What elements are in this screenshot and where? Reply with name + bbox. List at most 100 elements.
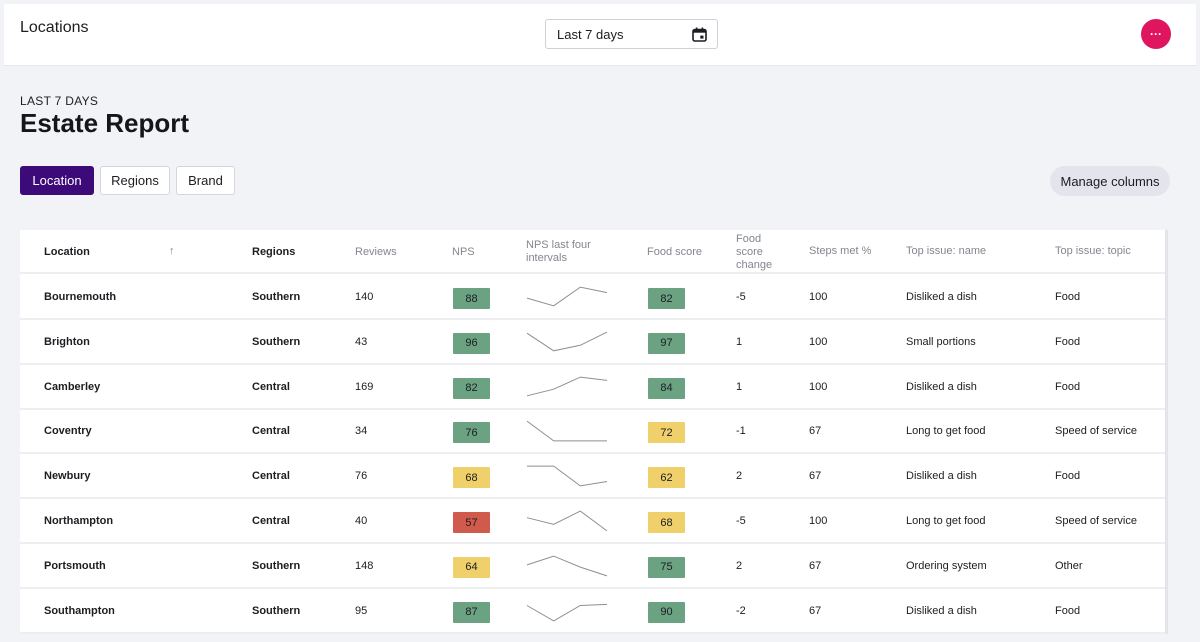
food-score-badge: 97 xyxy=(648,332,685,354)
table-row[interactable]: Northampton Central 40 57 68 -5 100 Long to get… xyxy=(20,500,1165,544)
reviews-count: 43 xyxy=(355,335,368,348)
page-heading: Estate Report xyxy=(20,108,190,138)
top-issue-name: Disliked a dish xyxy=(906,470,977,483)
steps-met-value: 100 xyxy=(809,291,828,303)
region-name: Central xyxy=(252,515,290,527)
table-row[interactable]: Southampton Southern 95 87 90 -2 67 Disliked a … xyxy=(20,589,1165,634)
table-row[interactable]: Bournemouth Southern 140 88 82 -5 100 Disliked … xyxy=(20,276,1165,320)
tab-location[interactable]: Location xyxy=(20,166,94,195)
column-header-nps[interactable]: NPS xyxy=(452,246,475,258)
top-issue-name: Long to get food xyxy=(906,425,986,438)
top-issue-name: Disliked a dish xyxy=(906,604,977,617)
column-header-top-issue-topic[interactable]: Top issue: topic xyxy=(1055,245,1131,257)
nps-sparkline xyxy=(526,421,607,442)
sort-ascending-icon[interactable]: ↑ xyxy=(169,245,175,257)
tab-regions[interactable]: Regions xyxy=(100,166,170,195)
food-score-badge: 68 xyxy=(648,512,685,533)
sparkline-path xyxy=(526,286,608,307)
food-score-badge: 72 xyxy=(648,422,685,444)
food-score-badge: 84 xyxy=(648,377,685,399)
nps-sparkline xyxy=(526,376,608,396)
column-header-food-score[interactable]: Food score xyxy=(647,246,703,258)
steps-met-value: 67 xyxy=(809,559,822,572)
nps-sparkline xyxy=(526,286,608,307)
location-name: Coventry xyxy=(44,425,92,438)
sparkline-path xyxy=(526,555,608,577)
column-header-location[interactable]: Location xyxy=(44,246,90,258)
location-name: Southampton xyxy=(44,604,115,617)
nps-badge: 96 xyxy=(453,332,490,354)
column-header-steps-met[interactable]: Steps met % xyxy=(809,245,872,257)
region-name: Southern xyxy=(252,291,301,303)
column-header-reviews[interactable]: Reviews xyxy=(355,246,397,258)
column-header-top-issue-name[interactable]: Top issue: name xyxy=(906,245,987,257)
top-issue-topic: Food xyxy=(1055,380,1081,393)
sparkline-path xyxy=(526,331,608,352)
sparkline-path xyxy=(527,465,608,487)
calendar-icon xyxy=(692,27,707,42)
food-score-change: 1 xyxy=(736,335,743,348)
food-score-change: -2 xyxy=(736,604,746,617)
nps-sparkline xyxy=(526,510,608,532)
region-name: Central xyxy=(252,425,290,438)
steps-met-value: 100 xyxy=(809,335,828,348)
table-row[interactable]: Newbury Central 76 68 62 2 67 Disliked a dish Fo… xyxy=(20,455,1165,500)
reviews-count: 34 xyxy=(355,425,368,438)
steps-met-value: 100 xyxy=(809,515,828,527)
nps-sparkline xyxy=(526,603,608,622)
nps-badge: 87 xyxy=(453,601,490,623)
sparkline-path xyxy=(526,376,608,396)
reviews-count: 140 xyxy=(355,291,374,303)
nps-sparkline xyxy=(526,331,608,352)
nps-sparkline xyxy=(526,555,608,577)
page-subtitle: LAST 7 DAYS xyxy=(20,94,99,108)
column-header-regions[interactable]: Regions xyxy=(252,246,296,258)
table-header: Location ↑ Regions Reviews NPS NPS last … xyxy=(20,230,1165,274)
top-bar: Locations Last 7 days ··· xyxy=(4,4,1196,66)
top-issue-topic: Speed of service xyxy=(1055,515,1137,527)
tab-brand[interactable]: Brand xyxy=(176,166,235,195)
column-header-nps-trend[interactable]: NPS last four intervals xyxy=(526,239,591,264)
location-name: Newbury xyxy=(44,470,91,483)
sparkline-path xyxy=(526,421,607,442)
region-name: Central xyxy=(252,380,290,393)
date-range-value: Last 7 days xyxy=(557,26,624,42)
food-score-change: -5 xyxy=(736,515,746,527)
food-score-badge: 62 xyxy=(648,467,685,489)
region-name: Southern xyxy=(252,335,301,348)
ellipsis-icon: ··· xyxy=(1150,27,1162,41)
table-row[interactable]: Coventry Central 34 76 72 -1 67 Long to get foo… xyxy=(20,410,1165,455)
table-row[interactable]: Portsmouth Southern 148 64 75 2 67 Ordering sys… xyxy=(20,544,1165,589)
nps-sparkline xyxy=(527,465,608,487)
reviews-count: 148 xyxy=(355,559,374,572)
nps-badge: 64 xyxy=(453,556,490,578)
steps-met-value: 67 xyxy=(809,604,822,617)
sparkline-path xyxy=(526,510,608,532)
date-range-picker[interactable]: Last 7 days xyxy=(545,19,718,49)
reviews-count: 76 xyxy=(355,470,368,483)
top-issue-name: Ordering system xyxy=(906,559,987,572)
location-name: Portsmouth xyxy=(44,559,106,572)
manage-columns-button[interactable]: Manage columns xyxy=(1050,166,1170,196)
table-row[interactable]: Brighton Southern 43 96 97 1 100 Small portions… xyxy=(20,320,1165,365)
steps-met-value: 67 xyxy=(809,425,822,438)
food-score-change: 2 xyxy=(736,559,743,572)
food-score-change: 1 xyxy=(736,380,743,393)
location-name: Brighton xyxy=(44,335,90,348)
nps-badge: 68 xyxy=(453,467,490,489)
top-issue-name: Disliked a dish xyxy=(906,291,977,303)
food-score-change: -1 xyxy=(736,425,746,438)
table-row[interactable]: Camberley Central 169 82 84 1 100 Disliked a di… xyxy=(20,365,1165,410)
page-title: Locations xyxy=(20,19,89,36)
top-issue-topic: Food xyxy=(1055,335,1081,348)
top-issue-topic: Food xyxy=(1055,604,1081,617)
region-name: Southern xyxy=(252,604,301,617)
top-issue-topic: Speed of service xyxy=(1055,425,1137,438)
food-score-badge: 75 xyxy=(648,556,685,578)
steps-met-value: 67 xyxy=(809,470,822,483)
region-name: Southern xyxy=(252,559,301,572)
location-name: Northampton xyxy=(44,515,114,527)
column-header-food-change[interactable]: Food score change xyxy=(736,233,773,271)
more-options-button[interactable]: ··· xyxy=(1141,19,1171,49)
nps-badge: 76 xyxy=(453,422,490,444)
